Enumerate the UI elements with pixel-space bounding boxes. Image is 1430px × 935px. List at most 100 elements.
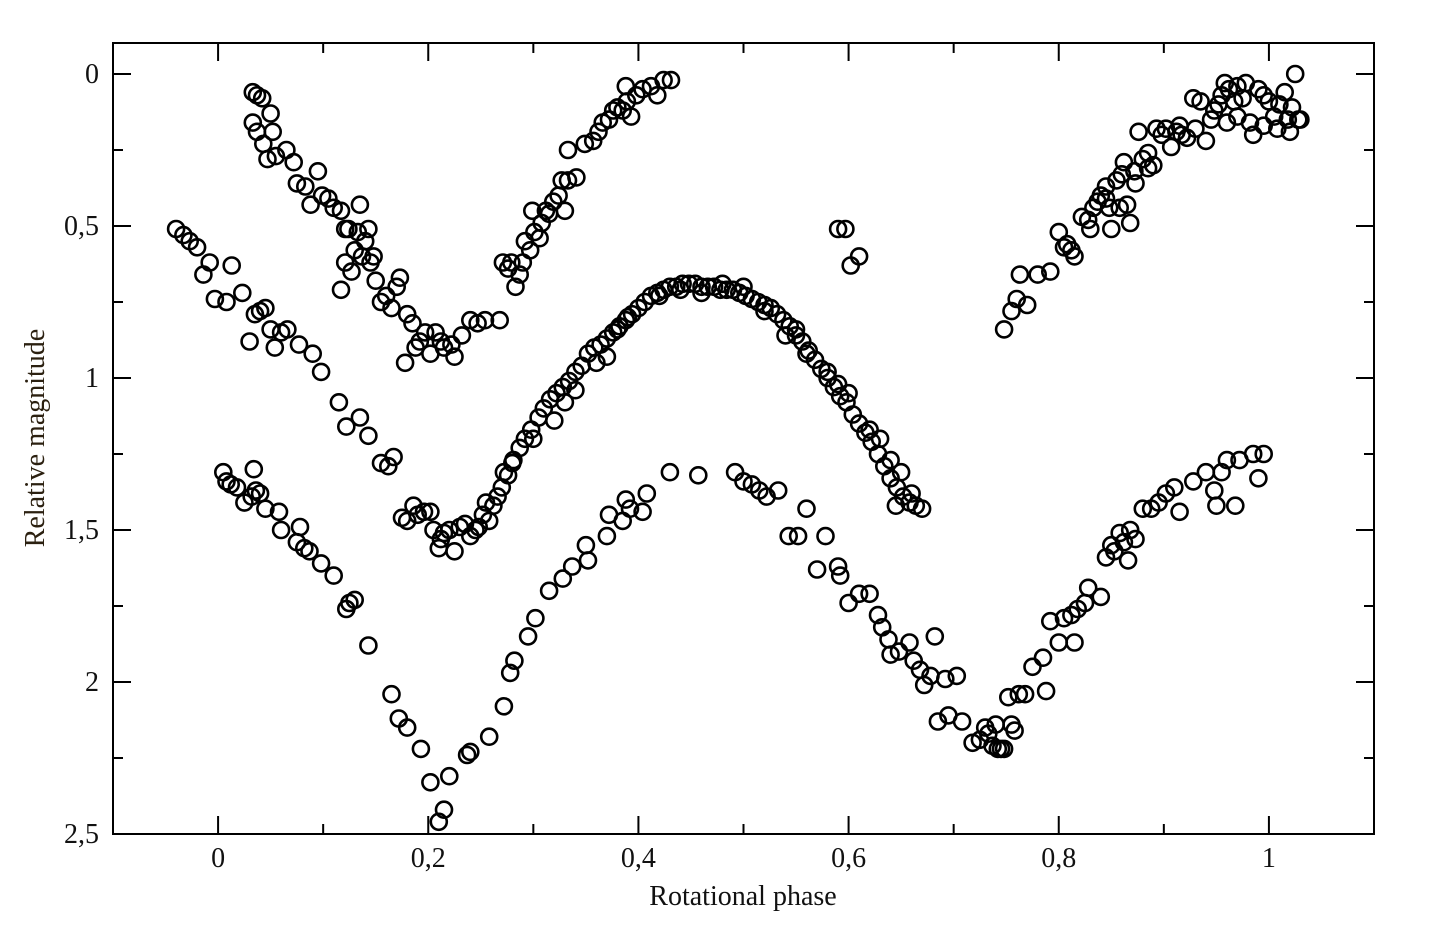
data-point bbox=[261, 320, 280, 339]
data-point bbox=[243, 113, 263, 132]
data-point bbox=[807, 560, 827, 579]
data-point bbox=[891, 462, 911, 482]
data-point bbox=[1226, 496, 1245, 516]
data-point bbox=[1228, 107, 1247, 126]
data-point bbox=[359, 426, 378, 446]
data-point bbox=[445, 347, 464, 367]
data-point bbox=[629, 298, 648, 318]
data-point bbox=[421, 502, 440, 522]
data-point bbox=[608, 320, 627, 339]
data-point bbox=[350, 195, 370, 214]
data-point bbox=[439, 766, 459, 786]
data-point bbox=[622, 304, 642, 324]
data-point bbox=[390, 268, 410, 288]
data-point bbox=[1065, 247, 1084, 266]
data-point bbox=[364, 247, 383, 266]
data-point bbox=[576, 535, 596, 555]
data-point bbox=[839, 383, 858, 403]
data-point bbox=[836, 219, 855, 239]
data-point bbox=[384, 447, 403, 467]
data-point bbox=[1002, 301, 1021, 321]
data-point bbox=[558, 140, 578, 160]
y-axis-title: Relative magnitude bbox=[20, 329, 51, 548]
data-point bbox=[902, 484, 921, 503]
data-point bbox=[404, 496, 423, 516]
data-point bbox=[378, 456, 398, 476]
x-axis-title: Rotational phase bbox=[649, 881, 836, 912]
data-point bbox=[830, 386, 850, 406]
x-tick-label: 0,6 bbox=[831, 843, 866, 874]
data-point bbox=[421, 772, 440, 792]
data-point bbox=[345, 590, 365, 610]
data-point bbox=[578, 551, 598, 570]
data-point bbox=[290, 517, 310, 537]
data-point bbox=[618, 307, 638, 327]
data-point bbox=[243, 82, 263, 102]
data-point bbox=[1117, 195, 1137, 214]
data-point bbox=[1254, 444, 1273, 464]
data-point bbox=[1028, 265, 1047, 284]
data-point bbox=[603, 101, 623, 120]
data-point bbox=[473, 505, 493, 525]
data-point bbox=[587, 353, 606, 373]
data-point bbox=[187, 238, 207, 257]
data-point bbox=[205, 289, 225, 309]
data-point bbox=[1291, 110, 1310, 129]
data-point bbox=[457, 745, 477, 765]
data-point bbox=[567, 168, 586, 187]
data-point bbox=[1110, 523, 1129, 543]
data-point bbox=[397, 511, 417, 531]
data-point bbox=[597, 347, 617, 367]
data-point bbox=[566, 380, 585, 400]
data-point bbox=[1065, 633, 1084, 652]
data-point bbox=[779, 526, 799, 546]
data-point bbox=[713, 274, 732, 294]
data-point bbox=[1078, 210, 1098, 230]
data-point bbox=[350, 408, 370, 427]
data-point bbox=[1191, 92, 1210, 111]
data-point bbox=[466, 520, 485, 540]
data-point bbox=[1264, 107, 1284, 126]
data-point bbox=[490, 310, 510, 330]
data-point bbox=[786, 320, 806, 339]
data-point bbox=[366, 271, 386, 291]
data-point bbox=[1096, 189, 1116, 208]
data-point bbox=[1249, 468, 1268, 488]
data-point bbox=[1010, 265, 1030, 284]
data-point bbox=[767, 304, 787, 324]
data-point bbox=[776, 326, 795, 345]
data-point bbox=[240, 332, 259, 351]
data-point bbox=[1125, 162, 1144, 181]
y-tick-label: 2,5 bbox=[64, 819, 99, 850]
data-point bbox=[900, 633, 919, 652]
data-point bbox=[1078, 578, 1098, 598]
data-point bbox=[342, 262, 361, 281]
data-point bbox=[828, 219, 848, 239]
data-point bbox=[284, 152, 304, 172]
data-point bbox=[621, 107, 641, 126]
data-point bbox=[1170, 502, 1189, 522]
data-point bbox=[599, 110, 619, 129]
data-point bbox=[403, 313, 422, 333]
data-point bbox=[1156, 119, 1176, 138]
data-point bbox=[278, 320, 297, 339]
data-point bbox=[886, 496, 906, 516]
data-point bbox=[912, 499, 932, 519]
data-point bbox=[616, 76, 636, 96]
data-point bbox=[830, 566, 850, 585]
x-axis-ticks: 0 0,2 0,4 0,6 0,8 1 bbox=[211, 43, 1276, 874]
data-point bbox=[626, 86, 646, 105]
data-point bbox=[1036, 681, 1056, 701]
data-point bbox=[566, 362, 585, 382]
data-point bbox=[555, 392, 575, 412]
data-point bbox=[445, 541, 464, 561]
data-point bbox=[397, 718, 417, 737]
data-point bbox=[469, 517, 489, 537]
data-point bbox=[1219, 79, 1239, 99]
data-point bbox=[1196, 462, 1216, 482]
data-point bbox=[355, 231, 375, 251]
data-point bbox=[295, 177, 315, 196]
data-point bbox=[1126, 174, 1145, 193]
data-point bbox=[952, 712, 972, 731]
data-point bbox=[452, 326, 472, 345]
